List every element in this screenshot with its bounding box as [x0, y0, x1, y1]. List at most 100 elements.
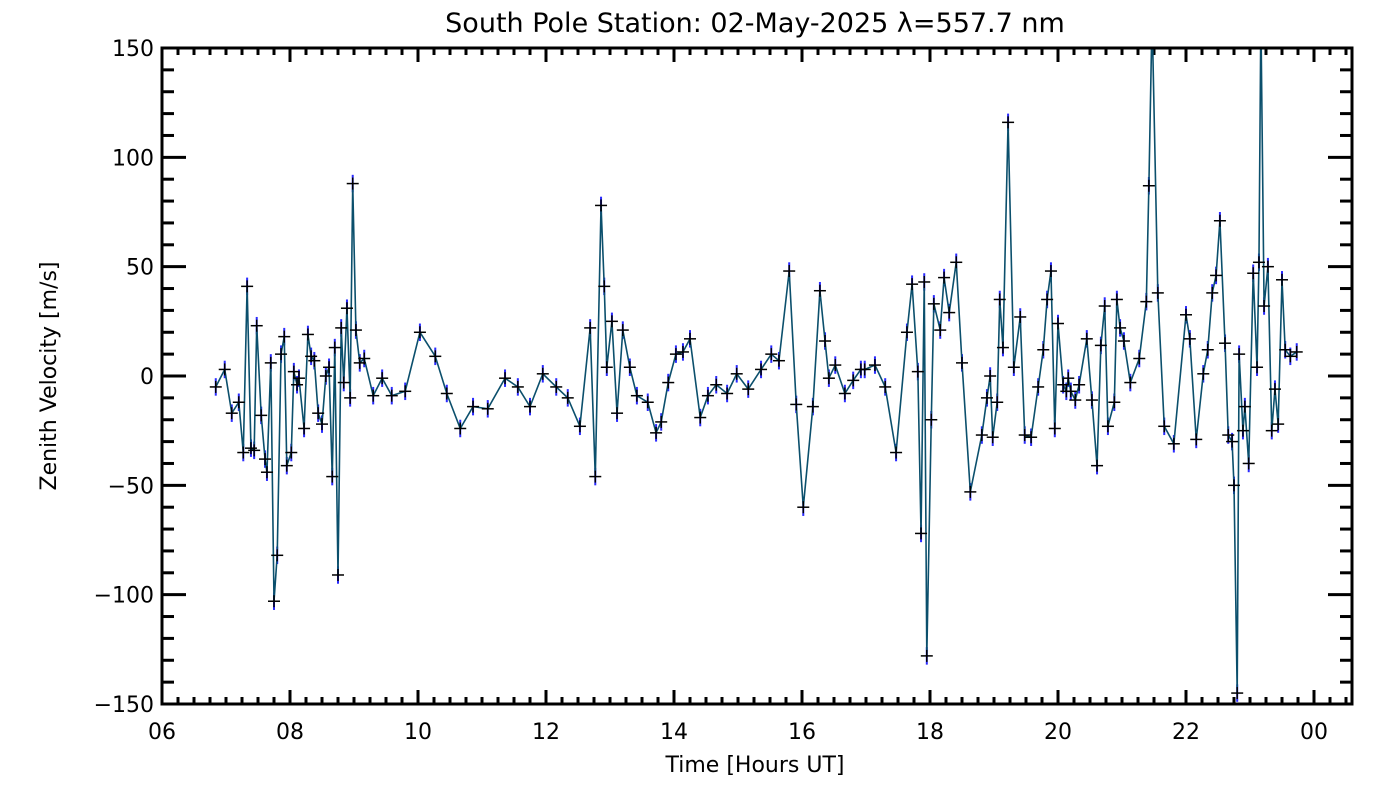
- data-point: [669, 348, 682, 361]
- data-point: [316, 418, 328, 431]
- data-point: [1025, 431, 1038, 444]
- data-point: [1261, 260, 1274, 273]
- data-point: [1247, 267, 1260, 280]
- data-point: [454, 422, 467, 435]
- data-point: [641, 396, 654, 409]
- data-point: [790, 398, 803, 411]
- data-point: [232, 396, 245, 409]
- data-point: [838, 387, 851, 400]
- data-point: [1037, 343, 1050, 356]
- data-point: [1124, 376, 1137, 389]
- data-point: [1236, 424, 1249, 437]
- data-point: [598, 280, 611, 293]
- x-tick-label: 12: [532, 720, 560, 745]
- data-point: [292, 372, 305, 385]
- data-point: [301, 328, 314, 341]
- data-point: [237, 446, 250, 459]
- data-point: [819, 335, 832, 348]
- data-point: [1231, 687, 1244, 700]
- data-point: [911, 365, 924, 378]
- x-tick-label: 10: [404, 720, 432, 745]
- data-point: [1007, 361, 1020, 374]
- data-point: [684, 332, 696, 345]
- y-tick-label: 0: [140, 365, 154, 390]
- data-point: [1167, 437, 1180, 450]
- data-point: [1032, 380, 1045, 393]
- data-point: [278, 330, 291, 343]
- data-point: [1226, 435, 1239, 448]
- data-point: [655, 415, 668, 428]
- x-tick-label: 22: [1172, 720, 1200, 745]
- data-point: [271, 549, 284, 562]
- data-point: [429, 350, 442, 363]
- plot-frame: [160, 46, 1354, 706]
- x-tick-label: 00: [1300, 720, 1328, 745]
- data-point: [920, 649, 933, 662]
- y-tick-label: 100: [112, 146, 154, 171]
- y-tick-label: −50: [108, 474, 154, 499]
- data-point: [956, 356, 968, 369]
- data-point: [225, 407, 238, 420]
- data-point: [1041, 293, 1054, 306]
- data-point: [1052, 317, 1064, 330]
- data-point: [248, 444, 261, 457]
- data-point: [943, 306, 956, 319]
- data-point: [312, 407, 325, 420]
- x-axis: 06 08 10 12 14 16 18 20 22 00: [148, 48, 1348, 745]
- data-point: [268, 595, 280, 608]
- data-point: [413, 326, 426, 339]
- data-point: [890, 446, 903, 459]
- data-point: [755, 363, 768, 376]
- data-point: [1101, 420, 1114, 433]
- data-point: [1197, 367, 1210, 380]
- data-point: [1085, 394, 1098, 407]
- x-tick-label: 14: [660, 720, 688, 745]
- data-point: [385, 389, 398, 402]
- data-point: [934, 324, 947, 337]
- x-tick-label: 16: [788, 720, 816, 745]
- data-point: [927, 297, 940, 310]
- data-point: [1133, 352, 1146, 365]
- data-point: [925, 413, 938, 426]
- data-point: [1279, 343, 1292, 356]
- data-point: [630, 389, 643, 402]
- y-tick-label: −150: [94, 693, 154, 718]
- data-point: [1158, 420, 1171, 433]
- data-point: [650, 426, 663, 439]
- data-point: [1252, 256, 1265, 269]
- data-point: [1014, 310, 1027, 323]
- data-point: [255, 409, 268, 422]
- data-point: [616, 324, 629, 337]
- data-point: [900, 326, 913, 339]
- data-point: [1265, 424, 1278, 437]
- data-point: [285, 446, 298, 459]
- data-point: [742, 383, 755, 396]
- data-point: [573, 420, 586, 433]
- data-point: [326, 470, 339, 483]
- data-point: [1146, 9, 1158, 21]
- data-point: [1062, 372, 1075, 385]
- data-point: [868, 359, 881, 372]
- data-point: [335, 321, 348, 334]
- data-point: [1255, 9, 1267, 21]
- data-point: [1098, 300, 1111, 313]
- data-point: [730, 367, 743, 380]
- chart-title: South Pole Station: 02-May-2025 λ=557.7 …: [445, 8, 1065, 39]
- data-point: [783, 265, 796, 278]
- data-point: [332, 568, 344, 581]
- data-point: [1272, 418, 1285, 431]
- data-point: [918, 275, 931, 288]
- data-point: [1206, 286, 1219, 299]
- data-point: [561, 391, 574, 404]
- data-point: [550, 380, 563, 393]
- data-point: [1258, 300, 1271, 313]
- data-point: [511, 380, 524, 393]
- data-point: [291, 378, 304, 391]
- data-point: [1276, 273, 1288, 286]
- data-point: [1142, 179, 1155, 192]
- data-point: [250, 319, 263, 332]
- data-point: [1290, 345, 1303, 358]
- plot-area: [209, 9, 1303, 702]
- data-point: [584, 321, 597, 334]
